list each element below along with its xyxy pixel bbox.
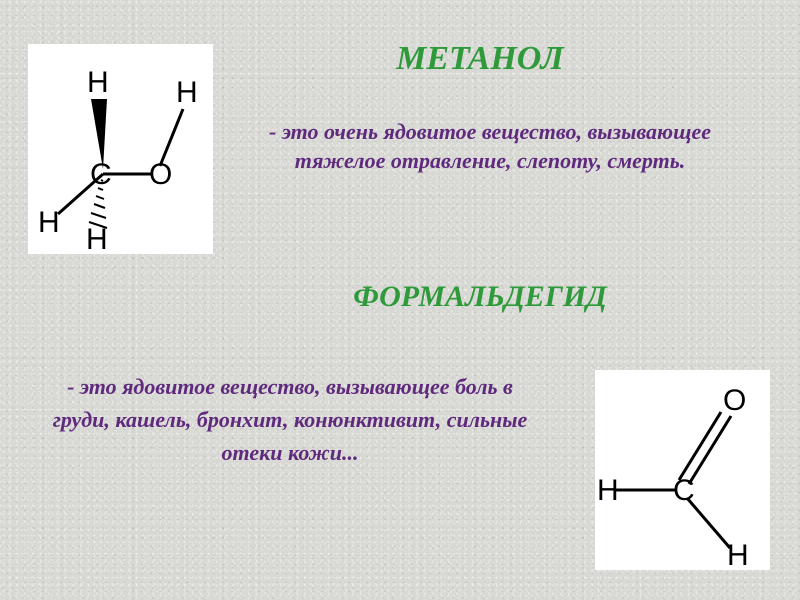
atom-h-bottom: H	[727, 539, 749, 570]
methanol-description: - это очень ядовитое вещество, вызывающе…	[250, 118, 730, 175]
methanol-molecule: C O H H H H	[28, 44, 213, 254]
atom-h-left: H	[38, 206, 60, 239]
atom-o: O	[149, 158, 172, 191]
formaldehyde-title: ФОРМАЛЬДЕГИД	[280, 280, 680, 314]
methanol-structure: C O H H H H	[28, 44, 213, 254]
formaldehyde-structure: C O H H	[595, 370, 770, 570]
methanol-title: МЕТАНОЛ	[280, 40, 680, 78]
formaldehyde-molecule: C O H H	[595, 370, 770, 570]
atom-h-left: H	[597, 474, 619, 507]
atom-c: C	[673, 474, 695, 507]
atom-h-bottom: H	[86, 223, 108, 254]
formaldehyde-description: - это ядовитое вещество, вызывающее боль…	[40, 370, 540, 469]
atom-h-top: H	[87, 66, 109, 99]
atom-o: O	[723, 384, 746, 417]
atom-c: C	[90, 158, 112, 191]
atom-h-oh: H	[176, 76, 198, 109]
